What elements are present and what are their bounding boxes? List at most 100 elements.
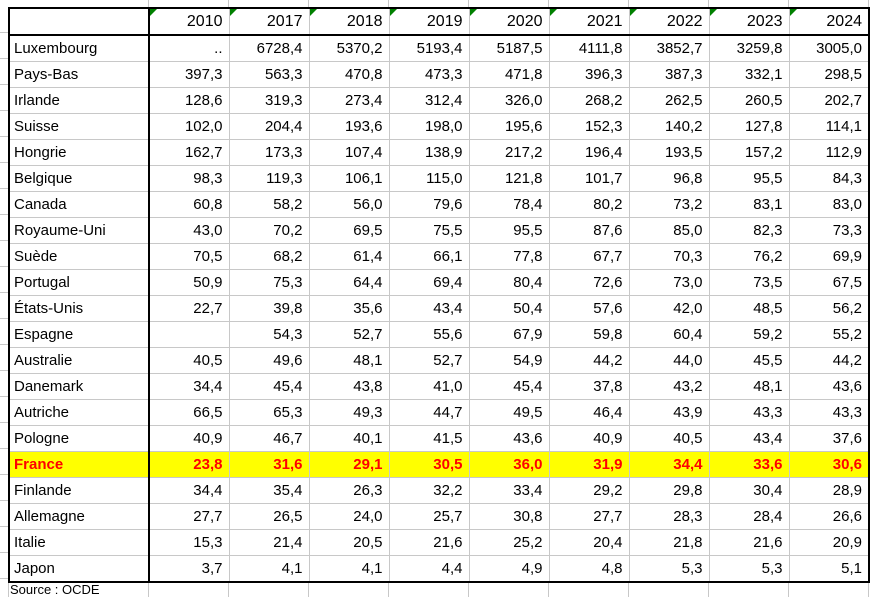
data-cell[interactable]: 27,7 bbox=[548, 503, 630, 530]
data-cell[interactable]: 473,3 bbox=[388, 61, 470, 88]
data-cell[interactable]: 157,2 bbox=[708, 139, 790, 166]
data-cell[interactable]: 41,5 bbox=[388, 425, 470, 452]
data-cell[interactable]: 43,4 bbox=[388, 295, 470, 322]
row-label-cell[interactable]: Japon bbox=[8, 555, 150, 583]
data-cell[interactable]: 268,2 bbox=[548, 87, 630, 114]
data-cell[interactable]: 49,5 bbox=[468, 399, 550, 426]
data-cell[interactable]: 36,0 bbox=[468, 451, 550, 478]
data-cell[interactable]: 162,7 bbox=[148, 139, 230, 166]
data-cell[interactable]: 312,4 bbox=[388, 87, 470, 114]
data-cell[interactable]: 45,4 bbox=[468, 373, 550, 400]
row-label-cell[interactable]: Belgique bbox=[8, 165, 150, 192]
data-cell[interactable]: 67,7 bbox=[548, 243, 630, 270]
data-cell[interactable]: 73,2 bbox=[628, 191, 710, 218]
data-cell[interactable]: 43,2 bbox=[628, 373, 710, 400]
data-cell[interactable]: 470,8 bbox=[308, 61, 390, 88]
data-cell[interactable]: 54,9 bbox=[468, 347, 550, 374]
data-cell[interactable]: 20,9 bbox=[788, 529, 870, 556]
data-cell[interactable]: 48,1 bbox=[708, 373, 790, 400]
data-cell[interactable]: 40,9 bbox=[548, 425, 630, 452]
data-cell[interactable]: 112,9 bbox=[788, 139, 870, 166]
data-cell[interactable]: 40,5 bbox=[628, 425, 710, 452]
data-cell[interactable]: 326,0 bbox=[468, 87, 550, 114]
data-cell[interactable]: 58,2 bbox=[228, 191, 310, 218]
data-cell[interactable]: 5,3 bbox=[708, 555, 790, 583]
data-cell[interactable]: .. bbox=[148, 34, 230, 62]
data-cell[interactable]: 196,4 bbox=[548, 139, 630, 166]
data-cell[interactable]: 41,0 bbox=[388, 373, 470, 400]
data-cell[interactable]: 115,0 bbox=[388, 165, 470, 192]
data-cell[interactable]: 397,3 bbox=[148, 61, 230, 88]
data-cell[interactable]: 26,5 bbox=[228, 503, 310, 530]
data-cell[interactable]: 80,2 bbox=[548, 191, 630, 218]
data-cell[interactable]: 15,3 bbox=[148, 529, 230, 556]
data-cell[interactable]: 49,6 bbox=[228, 347, 310, 374]
data-cell[interactable]: 3259,8 bbox=[708, 34, 790, 62]
row-label-cell[interactable]: Irlande bbox=[8, 87, 150, 114]
column-header-cell[interactable]: 2024 bbox=[788, 7, 870, 36]
data-cell[interactable]: 73,5 bbox=[708, 269, 790, 296]
data-cell[interactable]: 54,3 bbox=[228, 321, 310, 348]
data-cell[interactable]: 3,7 bbox=[148, 555, 230, 583]
data-cell[interactable]: 29,8 bbox=[628, 477, 710, 504]
data-cell[interactable]: 48,5 bbox=[708, 295, 790, 322]
data-cell[interactable]: 46,4 bbox=[548, 399, 630, 426]
column-header-cell[interactable]: 2023 bbox=[708, 7, 790, 36]
data-cell[interactable]: 44,7 bbox=[388, 399, 470, 426]
data-cell[interactable]: 80,4 bbox=[468, 269, 550, 296]
data-cell[interactable]: 43,4 bbox=[708, 425, 790, 452]
data-cell[interactable]: 30,6 bbox=[788, 451, 870, 478]
data-cell[interactable]: 26,3 bbox=[308, 477, 390, 504]
data-cell[interactable]: 69,9 bbox=[788, 243, 870, 270]
data-cell[interactable]: 57,6 bbox=[548, 295, 630, 322]
data-cell[interactable]: 127,8 bbox=[708, 113, 790, 140]
data-cell[interactable]: 70,5 bbox=[148, 243, 230, 270]
data-cell[interactable]: 204,4 bbox=[228, 113, 310, 140]
data-cell[interactable]: 56,0 bbox=[308, 191, 390, 218]
column-header-cell[interactable]: 2010 bbox=[148, 7, 230, 36]
row-label-cell[interactable]: Italie bbox=[8, 529, 150, 556]
data-cell[interactable]: 4,1 bbox=[228, 555, 310, 583]
row-label-cell[interactable]: Hongrie bbox=[8, 139, 150, 166]
data-cell[interactable]: 193,5 bbox=[628, 139, 710, 166]
data-cell[interactable]: 44,0 bbox=[628, 347, 710, 374]
data-cell[interactable]: 387,3 bbox=[628, 61, 710, 88]
data-cell[interactable]: 298,5 bbox=[788, 61, 870, 88]
data-cell[interactable]: 396,3 bbox=[548, 61, 630, 88]
data-cell[interactable]: 25,7 bbox=[388, 503, 470, 530]
data-cell[interactable]: 33,4 bbox=[468, 477, 550, 504]
row-label-cell[interactable]: Suisse bbox=[8, 113, 150, 140]
data-cell[interactable]: 34,4 bbox=[148, 373, 230, 400]
data-cell[interactable]: 43,3 bbox=[788, 399, 870, 426]
data-cell[interactable]: 106,1 bbox=[308, 165, 390, 192]
data-cell[interactable]: 98,3 bbox=[148, 165, 230, 192]
data-cell[interactable]: 73,0 bbox=[628, 269, 710, 296]
data-cell[interactable]: 82,3 bbox=[708, 217, 790, 244]
data-cell[interactable]: 3852,7 bbox=[628, 34, 710, 62]
data-cell[interactable]: 4111,8 bbox=[548, 34, 630, 62]
data-cell[interactable]: 67,9 bbox=[468, 321, 550, 348]
corner-cell[interactable] bbox=[8, 7, 150, 36]
data-cell[interactable]: 44,2 bbox=[548, 347, 630, 374]
data-cell[interactable]: 4,4 bbox=[388, 555, 470, 583]
data-cell[interactable]: 114,1 bbox=[788, 113, 870, 140]
data-cell[interactable]: 22,7 bbox=[148, 295, 230, 322]
column-header-cell[interactable]: 2018 bbox=[308, 7, 390, 36]
data-cell[interactable]: 152,3 bbox=[548, 113, 630, 140]
data-cell[interactable]: 29,2 bbox=[548, 477, 630, 504]
data-cell[interactable]: 48,1 bbox=[308, 347, 390, 374]
data-cell[interactable]: 60,8 bbox=[148, 191, 230, 218]
data-cell[interactable]: 193,6 bbox=[308, 113, 390, 140]
row-label-cell[interactable]: Danemark bbox=[8, 373, 150, 400]
data-cell[interactable]: 262,5 bbox=[628, 87, 710, 114]
data-cell[interactable]: 69,5 bbox=[308, 217, 390, 244]
data-cell[interactable]: 73,3 bbox=[788, 217, 870, 244]
data-cell[interactable]: 30,4 bbox=[708, 477, 790, 504]
data-cell[interactable]: 25,2 bbox=[468, 529, 550, 556]
data-cell[interactable]: 20,5 bbox=[308, 529, 390, 556]
data-cell[interactable]: 42,0 bbox=[628, 295, 710, 322]
data-cell[interactable]: 84,3 bbox=[788, 165, 870, 192]
data-cell[interactable] bbox=[148, 321, 230, 348]
data-cell[interactable]: 5,3 bbox=[628, 555, 710, 583]
data-cell[interactable]: 77,8 bbox=[468, 243, 550, 270]
